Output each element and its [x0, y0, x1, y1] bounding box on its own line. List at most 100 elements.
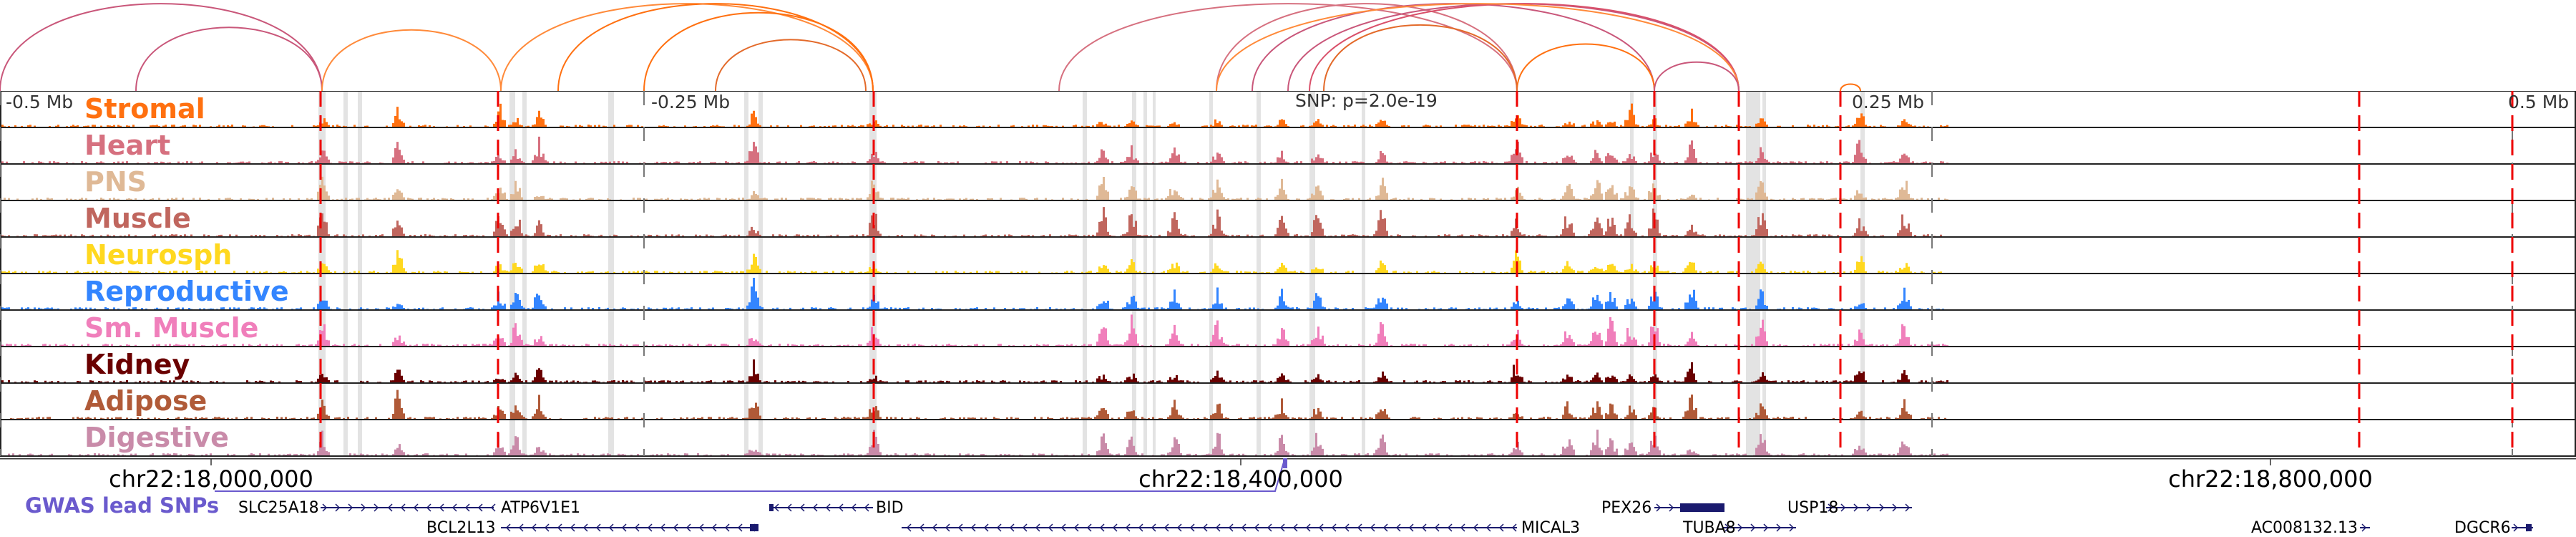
strand-reverse-icon	[1267, 523, 1272, 532]
strand-reverse-icon	[1202, 523, 1208, 532]
track-frame	[0, 236, 2576, 274]
gene-label[interactable]: TUBA8	[1683, 519, 1736, 537]
strand-reverse-icon	[452, 503, 457, 512]
strand-reverse-icon	[1022, 523, 1028, 532]
strand-reverse-icon	[621, 523, 627, 532]
gene-label[interactable]: ATP6V1E1	[501, 499, 580, 517]
gene-label[interactable]: SLC25A18	[238, 499, 319, 517]
gene-label[interactable]: MICAL3	[1521, 519, 1581, 537]
gene-label[interactable]: PEX26	[1601, 499, 1652, 517]
track-frame	[0, 200, 2576, 238]
arc	[1323, 24, 1518, 91]
strand-reverse-icon	[595, 523, 601, 532]
strand-reverse-icon	[1460, 523, 1465, 532]
gwas-span	[215, 459, 1285, 492]
signal-muscle	[1, 207, 1942, 236]
strand-reverse-icon	[557, 523, 562, 532]
strand-forward-icon	[335, 503, 341, 512]
arc	[321, 29, 502, 91]
track-frame	[0, 382, 2576, 420]
signal-digestive	[8, 430, 1948, 455]
strand-forward-icon	[1776, 523, 1782, 532]
strand-reverse-icon	[774, 503, 779, 512]
strand-reverse-icon	[1228, 523, 1234, 532]
track-label: Stromal	[84, 93, 205, 125]
scale-label: -0.25 Mb	[651, 92, 731, 112]
gene-label[interactable]: BCL2L13	[426, 519, 496, 537]
strand-reverse-icon	[544, 523, 550, 532]
strand-reverse-icon	[1370, 523, 1375, 532]
strand-reverse-icon	[825, 503, 831, 512]
strand-reverse-icon	[1189, 523, 1195, 532]
strand-forward-icon	[1828, 503, 1833, 512]
strand-forward-icon	[1866, 503, 1872, 512]
signal-adipose	[10, 390, 1946, 419]
arc	[1516, 43, 1655, 91]
strand-forward-icon	[1789, 523, 1795, 532]
strand-reverse-icon	[1473, 523, 1478, 532]
strand-reverse-icon	[983, 523, 989, 532]
strand-forward-icon	[1656, 503, 1662, 512]
strand-reverse-icon	[1125, 523, 1131, 532]
strand-reverse-icon	[1086, 523, 1092, 532]
gwas-snp-marker	[1283, 458, 1287, 468]
strand-reverse-icon	[1060, 523, 1066, 532]
strand-reverse-icon	[1163, 523, 1169, 532]
strand-reverse-icon	[1138, 523, 1143, 532]
strand-reverse-icon	[932, 523, 937, 532]
arc	[1840, 83, 1861, 91]
coordinate-label: chr22:18,800,000	[2168, 465, 2373, 493]
gene-label[interactable]: BID	[876, 499, 904, 517]
strand-reverse-icon	[737, 523, 743, 532]
exon	[750, 524, 758, 531]
strand-forward-icon	[1840, 503, 1846, 512]
strand-reverse-icon	[1035, 523, 1040, 532]
strand-reverse-icon	[1215, 523, 1221, 532]
track-frame	[0, 346, 2576, 384]
gene-label[interactable]: USP18	[1787, 499, 1839, 517]
strand-reverse-icon	[518, 523, 524, 532]
strand-reverse-icon	[1292, 523, 1298, 532]
gene-label[interactable]: AC008132.13	[2251, 519, 2358, 537]
gene-label[interactable]: DGCR6	[2454, 519, 2511, 537]
strand-reverse-icon	[1112, 523, 1118, 532]
strand-reverse-icon	[570, 523, 575, 532]
strand-reverse-icon	[1395, 523, 1401, 532]
strand-forward-icon	[2513, 523, 2519, 532]
strand-reverse-icon	[1305, 523, 1311, 532]
strand-reverse-icon	[698, 523, 704, 532]
track-label: Kidney	[84, 349, 190, 380]
track-label: Digestive	[84, 422, 229, 453]
signal-reproductive	[1, 277, 1944, 309]
arc	[1287, 3, 1740, 91]
coordinate-label: chr22:18,000,000	[109, 465, 313, 493]
track-label: PNS	[84, 166, 147, 198]
strand-reverse-icon	[634, 523, 640, 532]
strand-reverse-icon	[647, 523, 653, 532]
strand-reverse-icon	[1279, 523, 1285, 532]
strand-forward-icon	[1737, 523, 1743, 532]
arc	[1309, 3, 1740, 91]
strand-reverse-icon	[464, 503, 470, 512]
strand-reverse-icon	[608, 523, 614, 532]
arc	[135, 26, 323, 91]
strand-reverse-icon	[1254, 523, 1259, 532]
strand-forward-icon	[2361, 523, 2367, 532]
track-frame	[0, 91, 2576, 128]
strand-forward-icon	[374, 503, 379, 512]
strand-reverse-icon	[996, 523, 1002, 532]
arc	[0, 3, 323, 91]
exon	[769, 504, 774, 511]
strand-reverse-icon	[945, 523, 950, 532]
strand-reverse-icon	[1434, 523, 1440, 532]
strand-reverse-icon	[711, 523, 717, 532]
strand-reverse-icon	[1176, 523, 1182, 532]
arc	[557, 3, 874, 91]
strand-reverse-icon	[426, 503, 431, 512]
strand-reverse-icon	[1357, 523, 1362, 532]
strand-reverse-icon	[400, 503, 406, 512]
strand-reverse-icon	[1331, 523, 1337, 532]
strand-reverse-icon	[799, 503, 805, 512]
arc	[643, 11, 874, 91]
strand-reverse-icon	[1099, 523, 1105, 532]
